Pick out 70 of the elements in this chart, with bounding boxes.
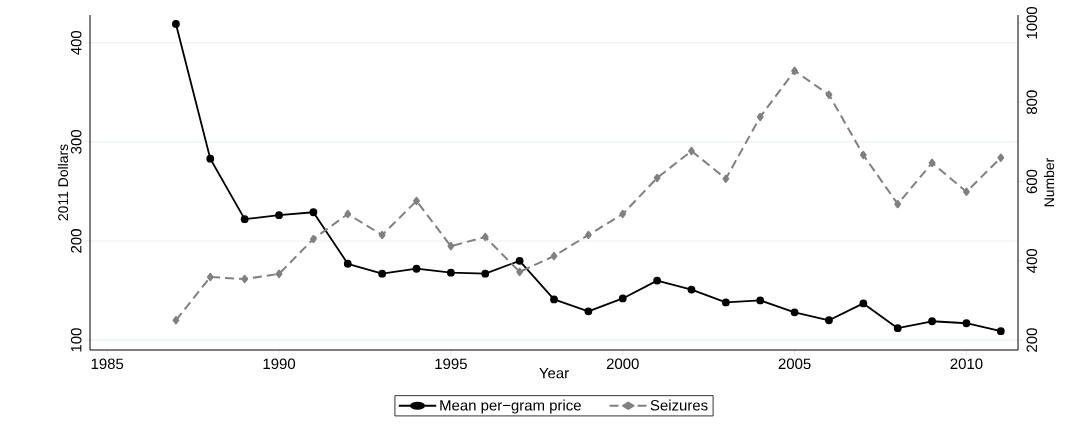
x-tick-label: 1995 [435,358,467,370]
point [378,269,387,278]
point [447,241,455,251]
y-tick-label: 200 [70,229,82,253]
point [481,232,489,242]
y2-axis-title: Number [1043,157,1055,207]
y2-tick-label: 600 [1026,169,1038,194]
point [962,319,971,328]
legend-label: Mean per−gram price [440,399,581,414]
y-axis-title: 2011 Dollars [57,144,69,221]
point [756,112,764,122]
point [515,256,524,265]
point [894,199,902,209]
y-tick-label: 400 [70,30,82,55]
point [241,274,249,284]
point [516,267,524,277]
point [618,294,627,303]
point [790,308,799,317]
point [206,154,215,163]
point [378,230,386,240]
x-tick-label: 1985 [91,358,124,370]
point [275,269,283,279]
point [756,296,765,305]
point [240,215,249,224]
x-tick-label: 1990 [263,358,296,370]
point [997,153,1005,162]
point [550,295,558,304]
point [893,324,902,333]
point [310,234,317,244]
point [996,327,1005,336]
point [825,90,833,99]
point [825,316,833,325]
point [687,285,696,294]
y-tick-label: 100 [70,328,82,352]
point [653,173,661,183]
point [928,317,936,326]
point [619,209,627,219]
y-tick-label: 300 [70,129,82,154]
point [412,264,421,273]
point [446,268,455,277]
x-tick-label: 2005 [778,358,811,370]
x-axis-title: Year [539,367,569,379]
point [172,20,180,28]
point [963,187,970,197]
point [343,259,352,268]
point [481,269,490,278]
point [275,211,283,220]
point [309,208,318,217]
y2-tick-label: 800 [1026,90,1038,115]
point [688,146,695,156]
x-tick-label: 2010 [950,358,983,370]
point [413,196,420,206]
point [928,158,936,168]
y2-tick-label: 400 [1026,248,1038,273]
y2-tick-label: 200 [1026,328,1038,352]
legend-label: Seizures [650,399,708,411]
point [859,299,868,308]
point [584,230,592,240]
x-tick-label: 2000 [606,358,639,370]
point [550,251,558,261]
y2-tick-label: 1000 [1026,6,1038,39]
point [206,272,214,282]
point [584,307,593,316]
point [859,150,867,160]
point [653,276,662,285]
point [344,209,352,219]
point [721,298,730,307]
point [722,174,730,183]
point [172,316,180,325]
point [791,66,798,76]
